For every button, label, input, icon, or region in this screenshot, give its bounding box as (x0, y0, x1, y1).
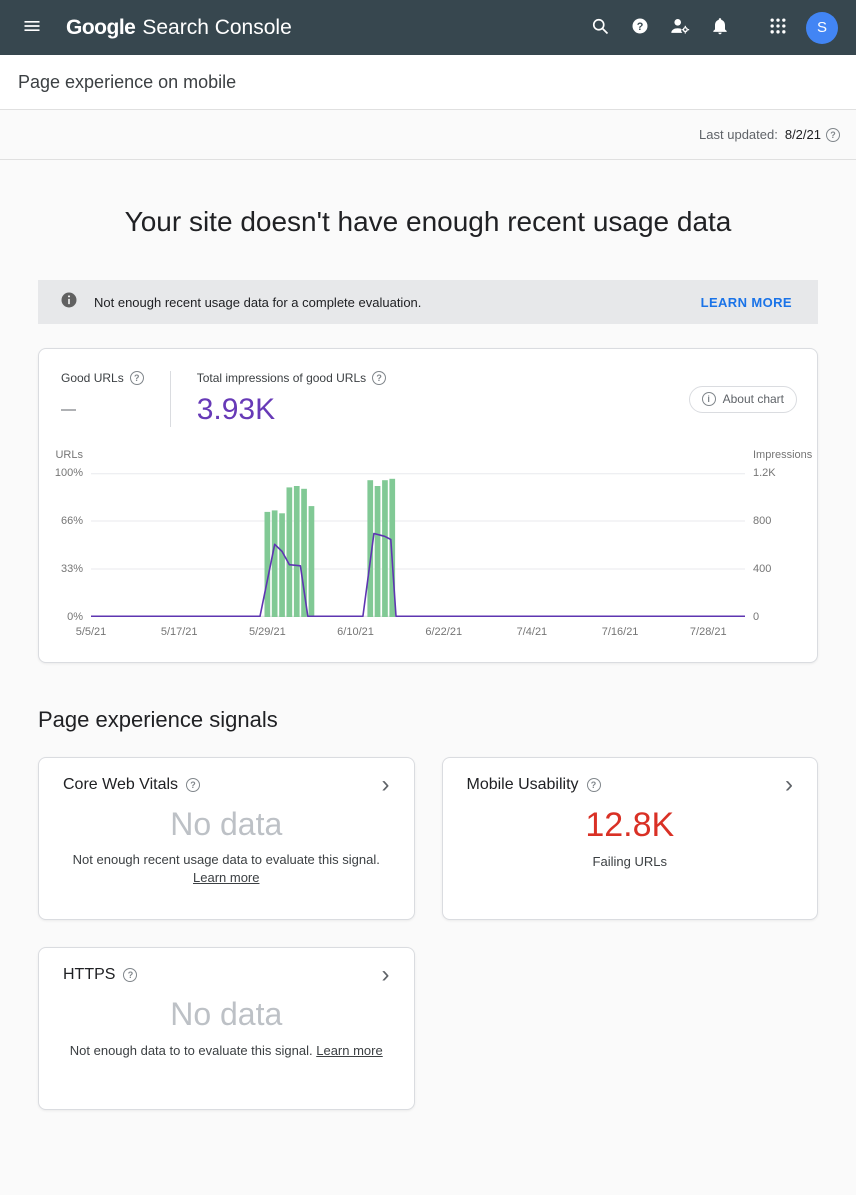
chevron-right-icon[interactable] (382, 966, 390, 984)
info-icon (60, 291, 78, 314)
impressions-metric: Total impressions of good URLs 3.93K (196, 371, 387, 427)
product-logo[interactable]: Google Search Console (66, 16, 292, 40)
signal-card-header: Core Web Vitals (63, 776, 390, 794)
hero-title: Your site doesn't have enough recent usa… (124, 206, 732, 237)
avatar[interactable]: S (806, 11, 838, 44)
search-button[interactable] (580, 8, 620, 48)
search-icon (590, 16, 610, 39)
signal-note: Not enough data to to evaluate this sign… (63, 1041, 390, 1059)
svg-text:?: ? (637, 21, 644, 33)
help-circle-icon[interactable] (123, 968, 138, 982)
google-wordmark: Google (66, 15, 136, 39)
last-updated-label: Last updated: (699, 127, 778, 142)
menu-button[interactable] (12, 8, 52, 48)
banner-message: Not enough recent usage data for a compl… (94, 294, 422, 310)
good-urls-metric: Good URLs — (61, 371, 170, 418)
last-updated-row: Last updated: 8/2/21 (0, 110, 856, 160)
signal-note-text: Not enough recent usage data to evaluate… (72, 852, 380, 867)
y-axis-right-title: Impressions (753, 449, 813, 461)
chart-card: Good URLs — Total impressions of good UR… (38, 348, 818, 663)
x-axis-tick: 6/10/21 (337, 626, 374, 638)
help-icon: ? (630, 16, 650, 39)
info-circle-icon (701, 392, 716, 406)
x-axis: 5/5/21 5/17/21 5/29/21 6/10/21 6/22/21 7/4/21… (76, 626, 745, 644)
learn-more-link[interactable]: Learn more (316, 1043, 383, 1058)
about-chart-label: About chart (722, 392, 784, 406)
y-axis-left-title: URLs (55, 449, 83, 461)
x-axis-tick: 5/17/21 (160, 626, 198, 638)
y-axis-tick-right: 1.2K (753, 467, 776, 479)
learn-more-link[interactable]: Learn more (193, 870, 260, 885)
y-axis-tick-right: 0 (753, 611, 760, 623)
y-axis-tick-left: 33% (60, 563, 83, 575)
y-axis-tick-left: 100% (54, 467, 83, 479)
vertical-divider (169, 371, 171, 427)
signal-note: Not enough recent usage data to evaluate… (63, 851, 390, 886)
signal-title: Mobile Usability (466, 776, 579, 793)
signal-title: Core Web Vitals (63, 776, 179, 793)
learn-more-button[interactable]: LEARN MORE (700, 294, 792, 310)
combo-chart (91, 473, 745, 617)
plot (91, 473, 745, 617)
y-axis-tick-right: 800 (753, 515, 772, 527)
impressions-value: 3.93K (196, 393, 276, 426)
x-axis-tick: 7/16/21 (601, 626, 639, 638)
help-circle-icon[interactable] (186, 778, 201, 792)
about-chart-button[interactable]: About chart (688, 385, 797, 413)
signal-card-header: Mobile Usability (467, 776, 794, 794)
apps-grid-icon (768, 16, 788, 39)
y-axis-right: Impressions 1.2K 800 400 0 (745, 449, 812, 623)
y-axis-tick-left: 0% (67, 611, 83, 623)
y-axis-tick-left: 66% (60, 515, 83, 527)
chevron-right-icon[interactable] (382, 776, 390, 794)
mobile-usability-card[interactable]: Mobile Usability 12.8K Failing URLs (441, 757, 818, 920)
chart-header: Good URLs — Total impressions of good UR… (55, 369, 801, 427)
x-axis-tick: 5/29/21 (249, 626, 286, 638)
main-content: Last updated: 8/2/21 Your site doesn't h… (0, 110, 856, 1160)
product-name: Search Console (142, 15, 292, 39)
signals-grid: Core Web Vitals No data Not enough recen… (38, 757, 818, 1110)
help-circle-icon[interactable] (586, 778, 601, 792)
plot-wrap: 5/5/21 5/17/21 5/29/21 6/10/21 6/22/21 7/4/21… (76, 473, 745, 644)
page-title: Page experience on mobile (18, 71, 237, 92)
signal-value: 12.8K (585, 806, 675, 844)
signal-value: No data (170, 996, 283, 1032)
y-axis-left: URLs 100% 66% 33% 0% (55, 449, 91, 623)
help-circle-icon[interactable] (372, 371, 387, 385)
topbar: Google Search Console ? (0, 0, 856, 55)
info-banner: Not enough recent usage data for a compl… (38, 280, 818, 324)
core-web-vitals-card[interactable]: Core Web Vitals No data Not enough recen… (38, 757, 415, 920)
x-axis-tick: 6/22/21 (425, 626, 463, 638)
x-axis-tick: 7/28/21 (689, 626, 727, 638)
hamburger-icon (22, 16, 42, 39)
signal-card-header: HTTPS (63, 966, 390, 984)
help-button[interactable]: ? (620, 8, 660, 48)
https-card[interactable]: HTTPS No data Not enough data to to eval… (38, 947, 415, 1110)
x-axis-tick: 5/5/21 (75, 626, 107, 638)
apps-button[interactable] (758, 8, 798, 48)
signal-value: No data (170, 806, 283, 842)
page-header: Page experience on mobile (0, 55, 856, 110)
signal-note-text: Not enough data to to evaluate this sign… (69, 1043, 313, 1058)
chart-area: URLs 100% 66% 33% 0% 5/5/21 5/17/21 5/29/21 6/… (55, 449, 812, 644)
manage-accounts-button[interactable] (660, 8, 700, 48)
impressions-label: Total impressions of good URLs (196, 371, 367, 385)
help-circle-icon[interactable] (826, 127, 840, 142)
signals-heading: Page experience signals (38, 707, 278, 732)
notifications-button[interactable] (700, 8, 740, 48)
manage-accounts-icon (669, 15, 691, 40)
signal-title: HTTPS (63, 966, 116, 983)
chevron-right-icon[interactable] (785, 776, 793, 794)
x-axis-tick: 7/4/21 (516, 626, 548, 638)
last-updated-date: 8/2/21 (784, 127, 821, 142)
signal-note: Failing URLs (592, 854, 667, 869)
good-urls-label: Good URLs (61, 371, 124, 385)
bell-icon (710, 16, 730, 39)
good-urls-value: — (61, 401, 76, 418)
y-axis-tick-right: 400 (753, 563, 772, 575)
help-circle-icon[interactable] (129, 371, 144, 385)
